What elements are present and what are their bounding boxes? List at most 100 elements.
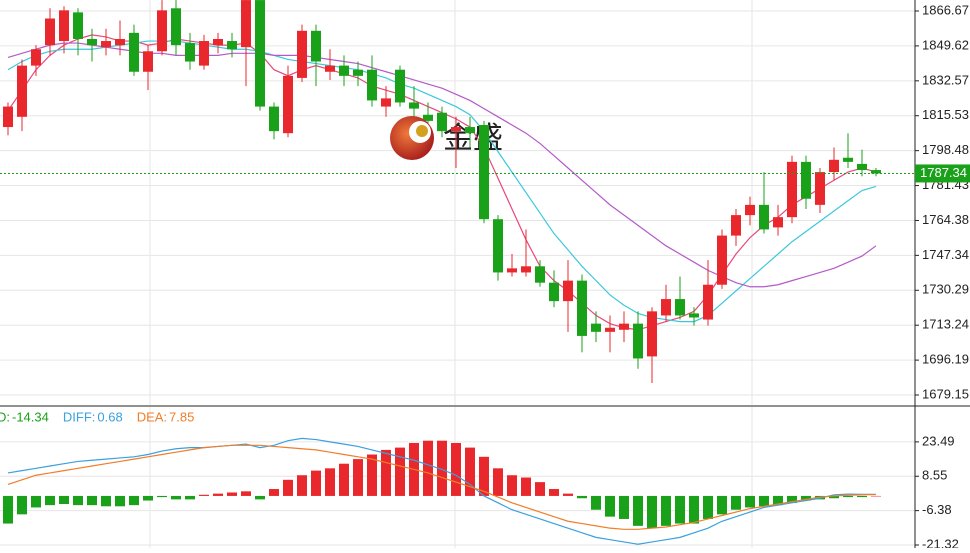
candle-body (521, 266, 531, 273)
candle-body (213, 38, 223, 46)
y-tick-label: 1764.38 (922, 212, 969, 227)
histogram-bar (353, 459, 363, 496)
histogram-bar (451, 442, 461, 496)
candle-body (185, 43, 195, 62)
candle-body (129, 32, 139, 72)
candle-body (605, 327, 615, 332)
histogram-bar (199, 494, 209, 496)
candle-body (143, 51, 153, 72)
histogram-bar (577, 495, 587, 499)
candle-body (17, 65, 27, 117)
y-tick-label: 1849.62 (922, 37, 969, 52)
histogram-bar (157, 495, 167, 498)
histogram-bar (45, 495, 55, 506)
histogram-bar (241, 491, 251, 496)
y-tick-label: 8.55 (922, 468, 947, 483)
candle-body (857, 163, 867, 171)
moving-average-line (7, 42, 877, 288)
histogram-bar (717, 495, 727, 515)
candle-body (115, 38, 125, 46)
legend-name: DEA: (137, 409, 167, 424)
histogram-bar (479, 456, 489, 496)
candle-body (59, 10, 69, 42)
histogram-bar (59, 495, 69, 504)
candle-body (535, 266, 545, 283)
candle-body (661, 299, 671, 316)
candle-body (45, 18, 55, 46)
candle-body (787, 161, 797, 218)
histogram-bar (759, 495, 769, 507)
histogram-bar (647, 495, 657, 529)
legend-name: DIFF: (63, 409, 96, 424)
candle-body (829, 159, 839, 173)
candle-body (283, 75, 293, 134)
histogram-bar (255, 495, 265, 500)
histogram-bar (787, 495, 797, 503)
histogram-bar (283, 479, 293, 496)
candle-body (815, 172, 825, 205)
candle-body (549, 282, 559, 302)
histogram-bar (437, 440, 447, 496)
histogram-bar (521, 477, 531, 496)
candle-body (843, 157, 853, 162)
histogram-bar (339, 463, 349, 496)
candle-body (745, 204, 755, 216)
candle-body (773, 217, 783, 228)
histogram-bar (843, 495, 853, 498)
candle-body (507, 268, 517, 273)
candle-body (325, 65, 335, 72)
diff-line (7, 437, 877, 545)
histogram-bar (493, 468, 503, 496)
histogram-bar (297, 475, 307, 496)
macd-panel (0, 407, 915, 548)
y-tick-label: 1696.19 (922, 352, 969, 367)
candle-body (157, 10, 167, 52)
histogram-bar (675, 495, 685, 524)
histogram-bar (269, 489, 279, 496)
histogram-bar (829, 495, 839, 499)
candle-body (395, 69, 405, 103)
histogram-bar (87, 495, 97, 506)
histogram-bar (465, 447, 475, 496)
histogram-bar (367, 454, 377, 496)
y-tick-label: 1866.67 (922, 2, 969, 17)
candle-body (703, 284, 713, 320)
candle-body (437, 112, 447, 132)
candle-body (479, 124, 489, 220)
candle-body (563, 280, 573, 302)
y-tick-label: 1679.15 (922, 386, 969, 401)
histogram-bar (773, 495, 783, 506)
legend-name: D: (0, 409, 10, 424)
histogram-bar (535, 482, 545, 496)
candle-body (311, 30, 321, 62)
y-tick-label: 23.49 (922, 433, 955, 448)
candle-body (381, 98, 391, 107)
candle-body (465, 127, 475, 134)
histogram-bar (3, 495, 13, 524)
candle-body (367, 69, 377, 101)
candle-body (31, 49, 41, 66)
candle-body (871, 170, 881, 174)
watermark: 金盛 (443, 122, 503, 155)
candle-body (87, 38, 97, 46)
histogram-bar (731, 495, 741, 510)
watermark-logo (390, 116, 434, 160)
legend-value: -14.34 (12, 409, 49, 424)
candle-body (171, 8, 181, 46)
y-tick-label: 1798.48 (922, 142, 969, 157)
candle-body (423, 114, 433, 121)
histogram-bar (591, 495, 601, 510)
histogram-bar (871, 495, 881, 497)
histogram-bar (703, 495, 713, 519)
y-tick-label: 1747.34 (922, 247, 969, 262)
candle-body (3, 106, 13, 128)
histogram-bar (31, 495, 41, 508)
candle-body (731, 215, 741, 236)
histogram-bar (325, 468, 335, 496)
candle-body (353, 69, 363, 76)
logo-coin (416, 125, 428, 137)
y-tick-label: 1815.53 (922, 107, 969, 122)
